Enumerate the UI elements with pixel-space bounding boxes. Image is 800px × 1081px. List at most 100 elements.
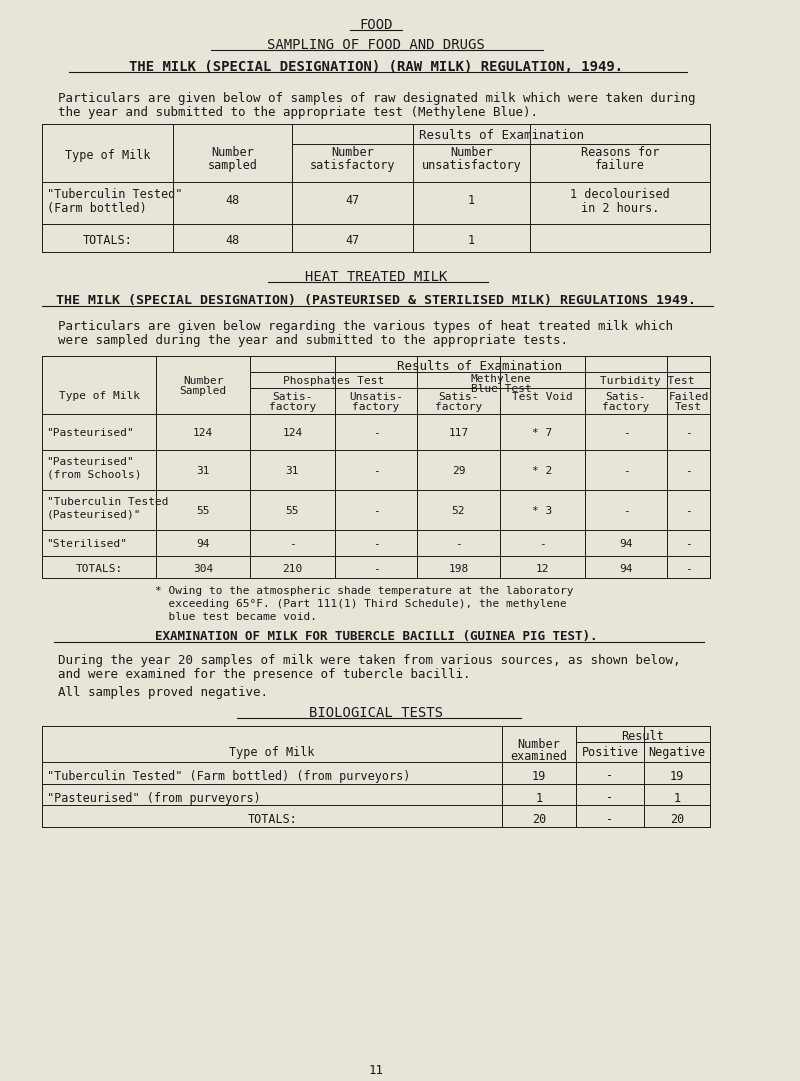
Text: 94: 94 <box>619 538 633 549</box>
Text: Particulars are given below regarding the various types of heat treated milk whi: Particulars are given below regarding th… <box>58 320 673 333</box>
Text: 55: 55 <box>196 506 210 516</box>
Text: 198: 198 <box>448 563 469 574</box>
Text: During the year 20 samples of milk were taken from various sources, as shown bel: During the year 20 samples of milk were … <box>58 654 680 667</box>
Text: factory: factory <box>269 402 316 412</box>
Text: Positive: Positive <box>582 746 638 759</box>
Text: 124: 124 <box>193 428 214 438</box>
Text: EXAMINATION OF MILK FOR TUBERCLE BACILLI (GUINEA PIG TEST).: EXAMINATION OF MILK FOR TUBERCLE BACILLI… <box>155 629 598 642</box>
Text: 124: 124 <box>282 428 302 438</box>
Text: -: - <box>686 506 692 516</box>
Text: -: - <box>606 791 614 804</box>
Text: 94: 94 <box>619 563 633 574</box>
Text: -: - <box>686 538 692 549</box>
Text: 19: 19 <box>670 770 684 783</box>
Text: -: - <box>373 538 379 549</box>
Text: 47: 47 <box>345 233 359 246</box>
Text: Results of Examination: Results of Examination <box>418 129 583 142</box>
Text: 1 decolourised: 1 decolourised <box>570 188 670 201</box>
Text: All samples proved negative.: All samples proved negative. <box>58 685 267 698</box>
Text: sampled: sampled <box>207 159 258 172</box>
Text: were sampled during the year and submitted to the appropriate tests.: were sampled during the year and submitt… <box>58 334 567 347</box>
Text: Particulars are given below of samples of raw designated milk which were taken d: Particulars are given below of samples o… <box>58 92 695 105</box>
Text: unsatisfactory: unsatisfactory <box>422 159 521 172</box>
Text: Results of Examination: Results of Examination <box>398 360 562 373</box>
Text: Satis-: Satis- <box>272 391 313 402</box>
Text: "Pasteurised" (from purveyors): "Pasteurised" (from purveyors) <box>46 791 260 804</box>
Text: -: - <box>289 538 296 549</box>
Text: 48: 48 <box>226 193 239 206</box>
Text: 48: 48 <box>226 233 239 246</box>
Text: Blue Test: Blue Test <box>470 384 531 393</box>
Text: Methylene: Methylene <box>470 374 531 384</box>
Text: (from Schools): (from Schools) <box>46 470 141 480</box>
Text: Result: Result <box>622 730 664 743</box>
Text: THE MILK (SPECIAL DESIGNATION) (PASTEURISED & STERILISED MILK) REGULATIONS 1949.: THE MILK (SPECIAL DESIGNATION) (PASTEURI… <box>56 294 696 307</box>
Text: SAMPLING OF FOOD AND DRUGS: SAMPLING OF FOOD AND DRUGS <box>267 38 485 52</box>
Text: 117: 117 <box>448 428 469 438</box>
Text: the year and submitted to the appropriate test (Methylene Blue).: the year and submitted to the appropriat… <box>58 106 538 119</box>
Text: 304: 304 <box>193 563 214 574</box>
Text: 55: 55 <box>286 506 299 516</box>
Text: 11: 11 <box>369 1065 384 1078</box>
Text: -: - <box>622 428 630 438</box>
Text: Satis-: Satis- <box>438 391 478 402</box>
Text: TOTALS:: TOTALS: <box>82 233 133 246</box>
Text: "Pasteurised": "Pasteurised" <box>46 428 134 438</box>
Text: -: - <box>686 563 692 574</box>
Text: factory: factory <box>435 402 482 412</box>
Text: 1: 1 <box>535 791 542 804</box>
Text: HEAT TREATED MILK: HEAT TREATED MILK <box>305 270 447 284</box>
Text: 20: 20 <box>532 814 546 827</box>
Text: Unsatis-: Unsatis- <box>349 391 403 402</box>
Text: 12: 12 <box>535 563 549 574</box>
Text: * Owing to the atmospheric shade temperature at the laboratory: * Owing to the atmospheric shade tempera… <box>154 586 573 596</box>
Text: TOTALS:: TOTALS: <box>76 563 123 574</box>
Text: (Farm bottled): (Farm bottled) <box>46 202 146 215</box>
Text: 94: 94 <box>196 538 210 549</box>
Text: Satis-: Satis- <box>606 391 646 402</box>
Text: 210: 210 <box>282 563 302 574</box>
Text: 47: 47 <box>345 193 359 206</box>
Text: -: - <box>606 814 614 827</box>
Text: Test Void: Test Void <box>512 391 573 402</box>
Text: exceeding 65°F. (Part 111(1) Third Schedule), the methylene: exceeding 65°F. (Part 111(1) Third Sched… <box>154 599 566 609</box>
Text: 1: 1 <box>674 791 681 804</box>
Text: Negative: Negative <box>649 746 706 759</box>
Text: 52: 52 <box>452 506 466 516</box>
Text: 31: 31 <box>286 466 299 476</box>
Text: -: - <box>455 538 462 549</box>
Text: -: - <box>373 506 379 516</box>
Text: 20: 20 <box>670 814 684 827</box>
Text: Number: Number <box>183 376 223 386</box>
Text: "Pasteurised": "Pasteurised" <box>46 456 134 467</box>
Text: THE MILK (SPECIAL DESIGNATION) (RAW MILK) REGULATION, 1949.: THE MILK (SPECIAL DESIGNATION) (RAW MILK… <box>129 59 623 74</box>
Text: -: - <box>373 466 379 476</box>
Text: 19: 19 <box>532 770 546 783</box>
Text: Test: Test <box>675 402 702 412</box>
Text: Number: Number <box>211 146 254 159</box>
Text: in 2 hours.: in 2 hours. <box>581 202 659 215</box>
Text: Number: Number <box>518 737 560 750</box>
Text: BIOLOGICAL TESTS: BIOLOGICAL TESTS <box>309 706 443 720</box>
Text: Turbidity Test: Turbidity Test <box>600 376 694 386</box>
Text: FOOD: FOOD <box>359 18 393 32</box>
Text: (Pasteurised)": (Pasteurised)" <box>46 509 141 520</box>
Text: -: - <box>686 466 692 476</box>
Text: TOTALS:: TOTALS: <box>247 814 297 827</box>
Text: 1: 1 <box>468 233 475 246</box>
Text: Sampled: Sampled <box>179 386 226 396</box>
Text: Phosphates Test: Phosphates Test <box>283 376 384 386</box>
Text: 1: 1 <box>468 193 475 206</box>
Text: "Tuberculin Tested" (Farm bottled) (from purveyors): "Tuberculin Tested" (Farm bottled) (from… <box>46 770 410 783</box>
Text: "Tuberculin Tested": "Tuberculin Tested" <box>46 188 182 201</box>
Text: * 7: * 7 <box>532 428 552 438</box>
Text: Number: Number <box>450 146 493 159</box>
Text: * 3: * 3 <box>532 506 552 516</box>
Text: "Tuberculin Tested: "Tuberculin Tested <box>46 496 168 507</box>
Text: examined: examined <box>510 749 567 762</box>
Text: -: - <box>539 538 546 549</box>
Text: -: - <box>686 428 692 438</box>
Text: * 2: * 2 <box>532 466 552 476</box>
Text: 31: 31 <box>196 466 210 476</box>
Text: blue test became void.: blue test became void. <box>154 612 317 622</box>
